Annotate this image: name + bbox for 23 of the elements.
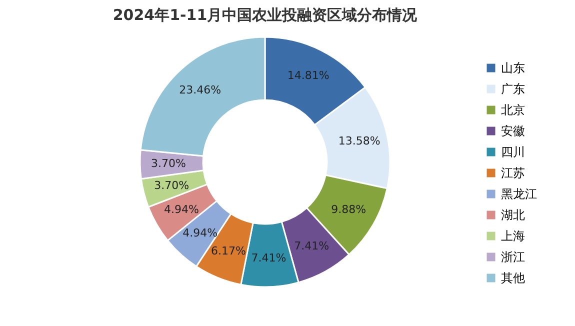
legend-label: 江苏 <box>501 166 525 180</box>
data-label: 4.94% <box>164 203 199 216</box>
legend-label: 上海 <box>501 229 525 243</box>
data-label: 23.46% <box>179 84 222 97</box>
legend-label: 湖北 <box>501 208 525 222</box>
legend-label: 北京 <box>501 103 525 117</box>
data-label: 7.41% <box>251 251 286 264</box>
data-label: 13.58% <box>338 134 380 148</box>
legend-label: 山东 <box>501 61 525 75</box>
chart-title: 2024年1-11月中国农业投融资区域分布情况 <box>112 6 418 24</box>
legend-label: 广东 <box>501 82 525 96</box>
legend-label: 四川 <box>501 145 525 159</box>
data-label: 9.88% <box>331 203 366 216</box>
data-label: 14.81% <box>287 68 330 82</box>
legend-label: 其他 <box>501 271 525 285</box>
data-label: 3.70% <box>151 156 186 170</box>
legend-label: 安徽 <box>501 124 525 138</box>
legend-label: 黑龙江 <box>501 187 537 201</box>
data-label: 4.94% <box>182 226 218 240</box>
data-label: 7.41% <box>294 239 330 252</box>
data-label: 6.17% <box>211 244 246 258</box>
legend-label: 浙江 <box>501 250 525 264</box>
data-label: 3.70% <box>154 179 190 192</box>
